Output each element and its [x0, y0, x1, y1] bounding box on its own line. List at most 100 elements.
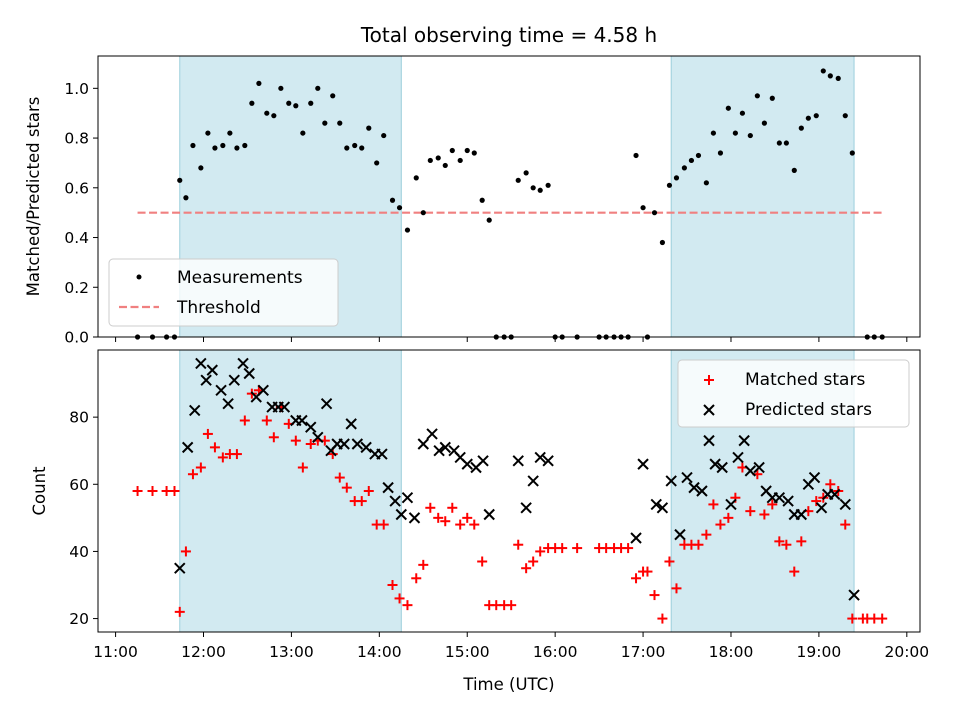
predicted-star-point [389, 495, 401, 507]
predicted-star-point [703, 434, 715, 447]
matched-star-point [402, 600, 413, 611]
bottom-y-ticks: 20 40 60 80 [69, 409, 98, 628]
x-stroke-2 [237, 357, 249, 370]
predicted-star-point [222, 398, 234, 410]
x-stroke-2 [296, 414, 308, 427]
predicted-star-point [674, 528, 686, 541]
x-stroke-2 [222, 398, 234, 410]
predicted-star-point [426, 428, 438, 440]
measurement-point [849, 150, 855, 156]
matched-star-point [840, 519, 851, 530]
predicted-star-point [477, 455, 489, 467]
predicted-star-point [732, 451, 744, 464]
predicted-star-point [351, 438, 364, 450]
x-stroke-2 [454, 451, 466, 464]
measurement-point [256, 80, 262, 86]
predicted-star-point [829, 488, 841, 501]
predicted-star-point [848, 589, 860, 601]
x-stroke-2 [417, 438, 429, 450]
predicted-star-point [278, 401, 291, 413]
matched-star-point [297, 462, 308, 473]
predicted-stars-points [174, 357, 860, 601]
x-tick-label: 13:00 [269, 643, 314, 661]
matched-star-point [290, 435, 301, 446]
legend-threshold-label: Threshold [176, 298, 261, 318]
matched-star-point [334, 472, 345, 483]
legend-x [703, 404, 715, 416]
x-stroke-2 [815, 502, 828, 514]
predicted-star-point [395, 508, 408, 521]
measurement-point [732, 130, 738, 136]
x-stroke-2 [389, 495, 401, 507]
matched-star-point [767, 499, 778, 510]
measurement-point [659, 239, 666, 246]
matched-star-point [469, 519, 480, 530]
bottom-y-tick-label: 80 [69, 409, 89, 427]
bottom-legend: Matched stars Predicted stars [677, 359, 910, 428]
predicted-star-point [228, 374, 240, 386]
measurement-point [381, 132, 387, 139]
measurement-point [827, 73, 833, 79]
predicted-star-point [243, 367, 255, 380]
x-stroke-2 [278, 401, 291, 413]
matched-star-point [693, 539, 704, 550]
x-stroke-2 [808, 471, 821, 484]
bottom-y-axis-label: Count [30, 466, 49, 516]
matched-star-point [572, 543, 583, 554]
x-stroke-2 [426, 428, 438, 440]
matched-star-point [268, 432, 279, 443]
matched-star-point [356, 496, 367, 507]
matched-star-point [528, 556, 539, 567]
predicted-star-point [206, 364, 218, 376]
matched-star-point [261, 415, 272, 426]
matched-star-point [341, 482, 352, 493]
measurement-point [389, 197, 396, 203]
top-y-tick-label: 0.0 [64, 329, 89, 347]
x-stroke-2 [656, 502, 669, 514]
matched-star-point [506, 600, 517, 611]
measurement-point [308, 100, 314, 106]
predicted-star-point [665, 475, 677, 487]
measurement-point [337, 120, 343, 126]
x-stroke-2 [243, 367, 255, 380]
x-stroke-2 [839, 498, 851, 511]
x-stroke-2 [401, 492, 414, 504]
matched-star-point [187, 469, 198, 480]
x-stroke-2 [195, 357, 207, 370]
predicted-star-point [483, 508, 495, 521]
x-stroke-2 [637, 458, 649, 470]
matched-star-point [455, 519, 466, 530]
predicted-star-point [753, 461, 765, 474]
measurement-point [278, 85, 284, 91]
measurement-point [842, 113, 848, 119]
predicted-star-point [376, 448, 388, 460]
x-tick-label: 15:00 [445, 643, 490, 661]
x-stroke-2 [174, 562, 186, 574]
measurement-point [640, 205, 646, 211]
predicted-star-point [174, 562, 186, 574]
predicted-star-point [782, 495, 794, 507]
matched-star-point [521, 563, 532, 574]
x-stroke-2 [338, 438, 350, 450]
measurement-point [673, 175, 680, 181]
measurement-point [717, 150, 724, 156]
measurement-point [688, 157, 695, 164]
x-stroke-2 [782, 495, 794, 507]
measurement-point [286, 100, 292, 106]
matched-star-point [387, 580, 398, 590]
x-stroke-2 [512, 455, 524, 467]
matched-star-point [418, 559, 429, 570]
x-stroke-2 [703, 434, 715, 447]
measurement-point [198, 165, 204, 171]
measurement-point [486, 217, 492, 223]
measurement-point [633, 152, 639, 159]
predicted-star-point [738, 434, 750, 447]
measurement-point [374, 160, 380, 166]
top-axes-frame [97, 55, 921, 338]
measurement-point [813, 113, 819, 119]
measurement-point [710, 130, 717, 136]
matched-star-point [623, 543, 634, 554]
measurement-point [404, 227, 411, 233]
x-stroke-2 [542, 455, 554, 467]
measurement-point [754, 93, 760, 99]
